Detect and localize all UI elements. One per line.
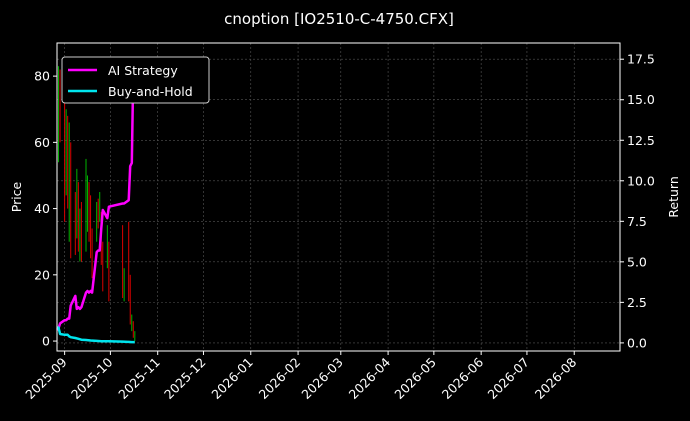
y-left-tick-label: 60 (34, 135, 50, 150)
y-right-tick-label: 15.0 (627, 92, 655, 107)
y-left-tick-label: 20 (34, 267, 50, 282)
y-right-tick-label: 12.5 (627, 133, 655, 148)
plot-frame (56, 42, 621, 352)
grid (57, 43, 620, 351)
y-axis-right: 0.0 2.5 5.0 7.5 10.0 12.5 15.0 17.5 (620, 52, 655, 350)
legend-label-buy-and-hold: Buy-and-Hold (108, 84, 193, 99)
buy-and-hold-line (56, 326, 135, 344)
y-right-tick-label: 5.0 (627, 254, 647, 269)
y-right-tick-label: 17.5 (627, 52, 655, 67)
candles (56, 66, 136, 342)
y-left-tick-label: 40 (34, 201, 50, 216)
series-lines (56, 63, 137, 344)
legend-label-ai-strategy: AI Strategy (108, 63, 178, 78)
ai-strategy-line (56, 63, 137, 331)
y-axis-left-title: Price (9, 181, 24, 212)
legend-box (61, 56, 210, 104)
y-left-tick-label: 0 (42, 334, 50, 349)
y-axis-right-title: Return (666, 176, 681, 217)
y-right-tick-label: 2.5 (627, 295, 647, 310)
chart-title: cnoption [IO2510-C-4750.CFX] (224, 10, 454, 28)
y-right-tick-label: 7.5 (627, 214, 647, 229)
legend: AI Strategy Buy-and-Hold (61, 56, 210, 104)
y-right-tick-label: 0.0 (627, 335, 647, 350)
y-left-tick-label: 80 (34, 69, 50, 84)
y-axis-left: 0 20 40 60 80 (34, 69, 57, 349)
y-right-tick-label: 10.0 (627, 173, 655, 188)
